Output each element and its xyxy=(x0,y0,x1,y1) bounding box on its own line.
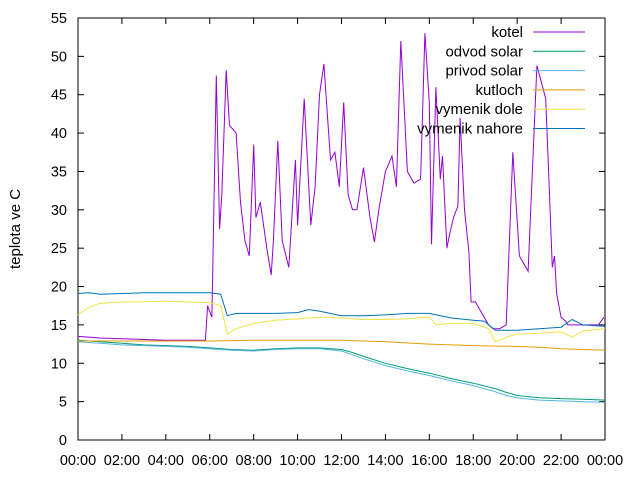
y-ticks: 0 5 10 15 20 25 30 35 40 45 50 55 xyxy=(51,11,605,449)
x-tick-label: 02:00 xyxy=(104,453,140,469)
series-line-vymenik-nahore xyxy=(77,292,606,331)
x-tick-label: 22:00 xyxy=(543,453,579,469)
x-tick-label: 12:00 xyxy=(323,453,359,469)
x-tick-label: 00:00 xyxy=(587,453,623,469)
series-lines xyxy=(77,33,606,403)
y-tick-label: 55 xyxy=(51,11,67,27)
legend-label: odvod solar xyxy=(445,43,523,60)
plot-area: 0 5 10 15 20 25 30 35 40 45 50 55 00:00 02:00 04:00 06… xyxy=(51,11,623,469)
x-tick-label: 18:00 xyxy=(455,453,491,469)
x-tick-label: 06:00 xyxy=(192,453,228,469)
legend-label: kotel xyxy=(491,24,523,41)
x-tick-label: 08:00 xyxy=(236,453,272,469)
y-tick-label: 45 xyxy=(51,88,67,104)
y-tick-label: 5 xyxy=(59,395,67,411)
legend-label: kutloch xyxy=(475,82,523,99)
x-tick-label: 14:00 xyxy=(367,453,403,469)
x-tick-label: 10:00 xyxy=(279,453,315,469)
x-tick-label: 20:00 xyxy=(499,453,535,469)
y-axis-label: teplota ve C xyxy=(7,189,24,269)
y-tick-label: 35 xyxy=(51,164,67,180)
series-line-kutloch xyxy=(78,339,606,351)
x-tick-label: 16:00 xyxy=(411,453,447,469)
x-tick-label: 04:00 xyxy=(148,453,184,469)
series-line-privod-solar xyxy=(77,341,606,403)
y-tick-label: 10 xyxy=(51,356,67,372)
y-tick-label: 15 xyxy=(51,318,67,334)
y-tick-label: 0 xyxy=(59,433,67,449)
plot-frame xyxy=(77,17,606,441)
x-ticks: 00:00 02:00 04:00 06:00 08:00 10:00 12:00 14:00… xyxy=(60,18,623,469)
legend-label: vymenik nahore xyxy=(417,121,523,138)
series-line-vymenik-dole xyxy=(77,300,606,343)
series-line-kotel xyxy=(77,33,605,341)
y-tick-label: 50 xyxy=(51,49,67,65)
y-tick-label: 20 xyxy=(51,280,67,296)
y-tick-label: 40 xyxy=(51,126,67,142)
legend: kotel odvod solar privod solar kutloch vymen… xyxy=(417,24,585,138)
legend-label: privod solar xyxy=(445,63,523,80)
legend-label: vymenik dole xyxy=(435,101,523,118)
series-line-odvod-solar xyxy=(77,339,606,401)
y-tick-label: 30 xyxy=(51,203,67,219)
y-tick-label: 25 xyxy=(51,241,67,257)
x-tick-label: 00:00 xyxy=(60,453,96,469)
